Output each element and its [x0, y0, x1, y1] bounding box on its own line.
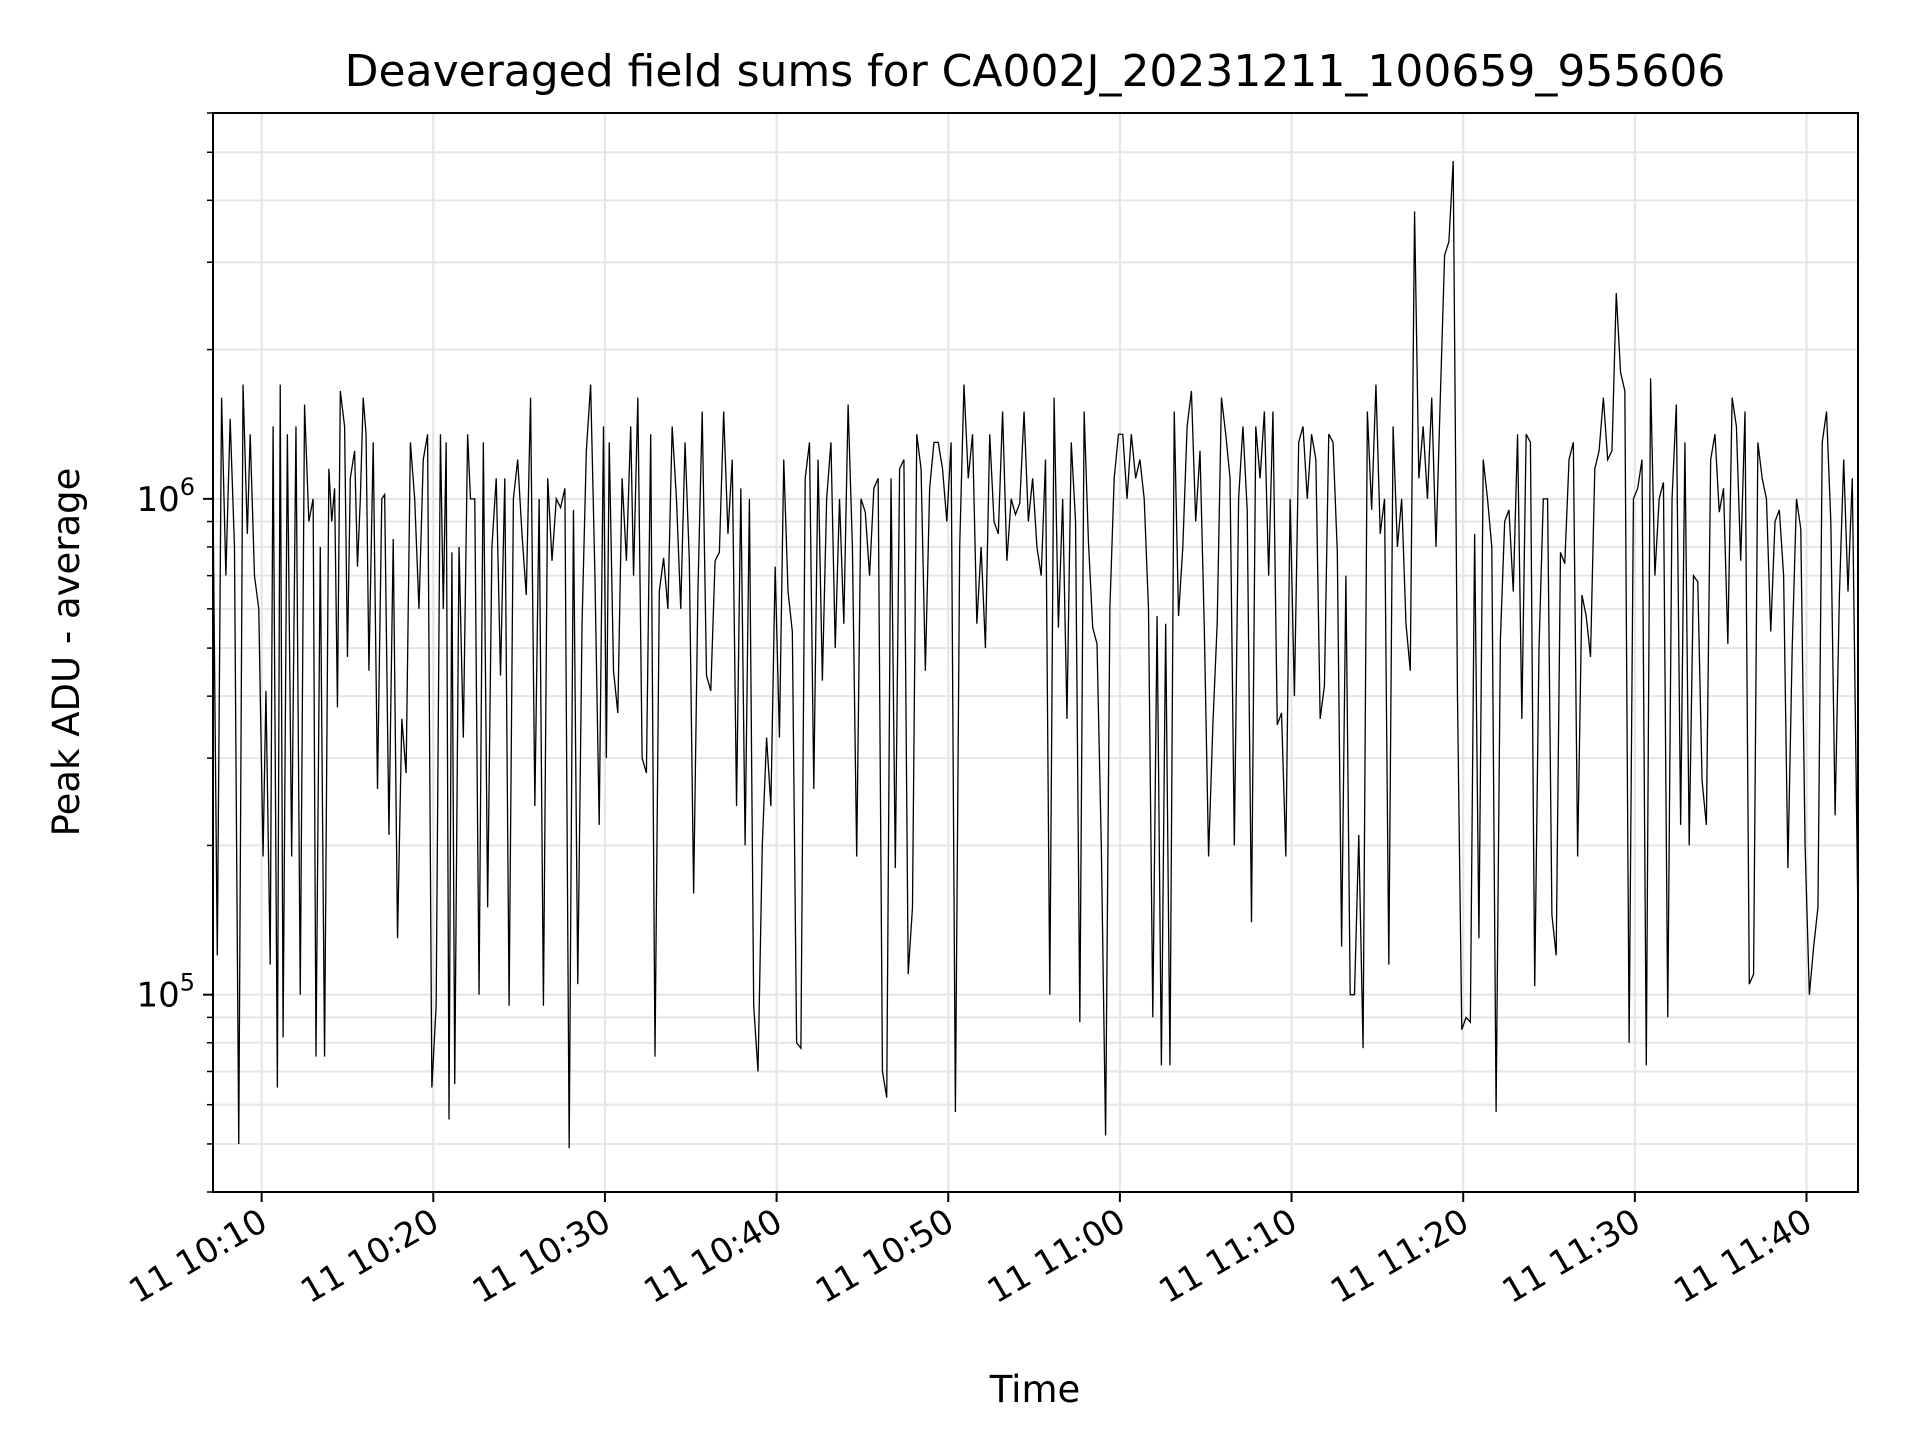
x-axis-label: Time [989, 1368, 1081, 1411]
series-layer [212, 161, 1859, 1149]
y-tick-label: 105 [136, 969, 195, 1016]
series-line [212, 161, 1859, 1149]
y-tick-label-base: 10 [136, 976, 179, 1016]
y-tick-label-base: 10 [136, 480, 179, 520]
y-tick-label-exponent: 5 [180, 969, 195, 997]
y-tick-label: 106 [136, 473, 195, 520]
y-axis-label: Peak ADU - average [45, 468, 88, 837]
plot-frame [212, 112, 1859, 1193]
chart-title: Deaveraged field sums for CA002J_2023121… [345, 46, 1726, 97]
y-tick-label-exponent: 6 [180, 473, 195, 501]
